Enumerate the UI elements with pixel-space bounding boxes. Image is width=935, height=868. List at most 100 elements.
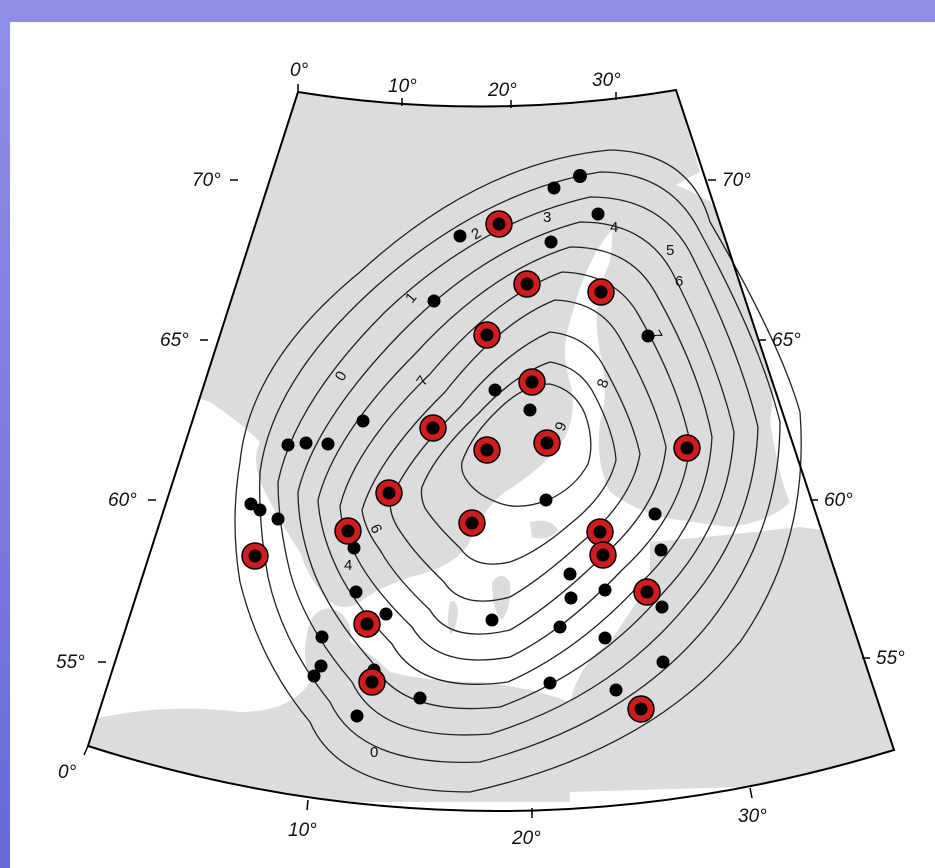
contour-0 (234, 149, 802, 793)
station-dot (349, 585, 363, 599)
ticks-top (297, 84, 617, 108)
lat-left-60: 60° (108, 490, 137, 511)
contour-9 (460, 383, 592, 507)
lat-right-60: 60° (824, 490, 853, 511)
station-dot (648, 507, 662, 521)
station-highlighted (241, 542, 269, 570)
station-dot (299, 436, 313, 450)
station-highlighted (419, 414, 447, 442)
station-highlighted (358, 668, 386, 696)
station-dot (356, 414, 370, 428)
station-highlighted (458, 509, 486, 537)
station-dot (413, 691, 427, 705)
station-highlighted (513, 270, 541, 298)
station-dot (564, 591, 578, 605)
station-dot (523, 403, 537, 417)
station-dot (315, 630, 329, 644)
ticks-left (98, 179, 238, 663)
station-dot (563, 567, 577, 581)
lon-bottom-30: 30° (738, 806, 767, 827)
uplift-map: 0 1 2 3 4 5 6 7 7 8 9 6 4 0 (56, 60, 905, 849)
station-dot (598, 631, 612, 645)
station-dot (350, 709, 364, 723)
station-dot (271, 512, 285, 526)
land-oland (448, 600, 458, 634)
contour-label-4a: 4 (610, 219, 618, 236)
contour-1 (259, 171, 781, 764)
station-dot (544, 235, 558, 249)
contour-label-3: 3 (543, 209, 551, 226)
station-highlighted (633, 578, 661, 606)
contour-label-4b: 4 (344, 557, 352, 574)
lat-right-65: 65° (772, 330, 801, 351)
station-dot (539, 493, 553, 507)
lon-top-30: 30° (592, 70, 621, 91)
contour-5 (339, 271, 691, 661)
lat-left-55: 55° (56, 652, 85, 673)
station-highlighted (518, 368, 546, 396)
contour-lines (234, 149, 802, 793)
contour-8 (420, 361, 617, 565)
map-frame-outline (86, 88, 896, 812)
station-dot (598, 583, 612, 597)
latitude-labels-right: 70° 65° 60° 55° (722, 170, 905, 669)
station-highlighted (353, 610, 381, 638)
contour-3 (297, 221, 735, 710)
station-dot (641, 329, 655, 343)
lat-right-70: 70° (722, 170, 751, 191)
lon-bottom-10: 10° (288, 820, 317, 841)
station-dot (379, 607, 393, 621)
contour-4 (317, 246, 713, 685)
station-dot (488, 383, 502, 397)
contour-2 (277, 196, 759, 736)
lat-left-70: 70° (192, 170, 221, 191)
station-dot (609, 683, 623, 697)
land-aland (530, 520, 558, 539)
station-dot (321, 437, 335, 451)
lon-top-20: 20° (487, 80, 517, 101)
station-dot (553, 620, 567, 634)
contour-7 (389, 331, 641, 602)
lon-bottom-20: 20° (511, 828, 541, 849)
station-dot (427, 294, 441, 308)
station-highlighted (473, 436, 501, 464)
land-gotland (492, 576, 511, 620)
lon-bottom-0: 0° (58, 762, 77, 783)
station-dot (547, 181, 561, 195)
station-dot (281, 438, 295, 452)
stations-highlighted (241, 210, 701, 723)
station-highlighted (586, 518, 614, 546)
contour-label-6a: 6 (675, 273, 683, 290)
station-highlighted (673, 434, 701, 462)
station-dot (656, 655, 670, 669)
lat-left-65: 65° (160, 330, 189, 351)
map-panel: 0 1 2 3 4 5 6 7 7 8 9 6 4 0 (10, 22, 935, 868)
station-dot (591, 207, 605, 221)
station-highlighted (627, 695, 655, 723)
lon-top-0: 0° (290, 60, 309, 81)
station-dot (347, 541, 361, 555)
station-dot (307, 669, 321, 683)
station-highlighted (589, 541, 617, 569)
lon-top-10: 10° (388, 76, 417, 97)
station-highlighted (485, 210, 513, 238)
ticks-right (708, 179, 870, 659)
station-highlighted (375, 479, 403, 507)
longitude-labels-bottom: 0° 10° 20° 30° (58, 762, 767, 849)
lat-right-55: 55° (876, 648, 905, 669)
station-dot (573, 169, 587, 183)
latitude-labels-left: 70° 65° 60° 55° (56, 170, 221, 673)
station-highlighted (587, 278, 615, 306)
contour-label-0b: 0 (370, 744, 378, 761)
contour-label-5: 5 (666, 242, 674, 259)
station-dot (655, 600, 669, 614)
stations-plain (244, 169, 670, 723)
station-dot (654, 543, 668, 557)
station-dot (485, 613, 499, 627)
station-dot (314, 659, 328, 673)
contour-6 (361, 299, 667, 635)
station-highlighted (334, 517, 362, 545)
longitude-labels-top: 0° 10° 20° 30° (290, 60, 621, 101)
land-central-europe (88, 608, 570, 802)
station-dot (543, 676, 557, 690)
